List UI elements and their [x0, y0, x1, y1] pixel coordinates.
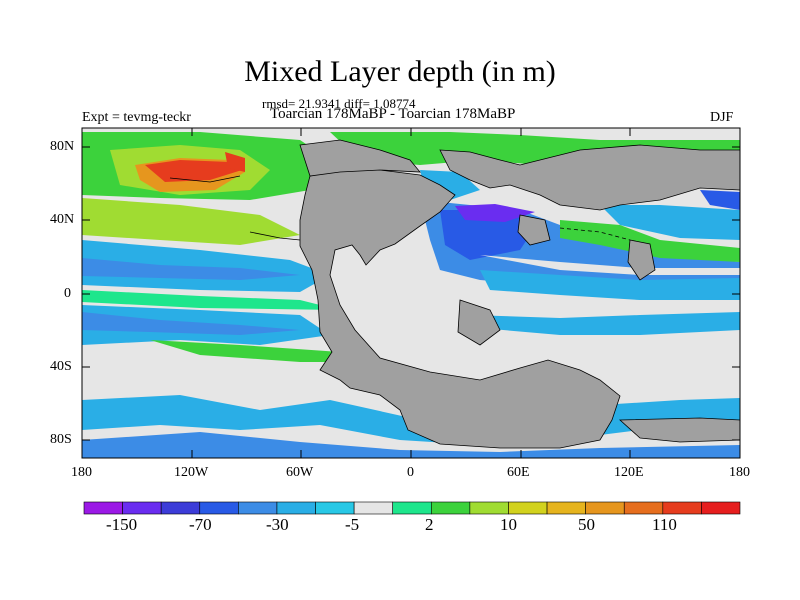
lon-tick-60w: 60W — [286, 465, 314, 480]
colorbar-label: 2 — [425, 515, 434, 534]
lon-tick-60e: 60E — [507, 465, 530, 480]
colorbar — [83, 501, 741, 515]
antarctic-land — [618, 417, 740, 443]
colorbar-label: 50 — [578, 515, 595, 534]
colorbar-swatch — [160, 501, 201, 515]
lat-tick-0: 0 — [64, 286, 71, 301]
colorbar-label: -30 — [266, 515, 289, 534]
north-america-land — [299, 139, 421, 177]
south-green-band — [150, 340, 380, 362]
colorbar-swatch — [392, 501, 432, 515]
experiment-label: Expt = tevmg-teckr — [82, 110, 191, 125]
tethys-purple — [455, 204, 535, 222]
north-pacific-red-2 — [225, 152, 245, 172]
lon-tick-120w: 120W — [174, 465, 209, 480]
lat-tick-80s: 80S — [50, 432, 72, 447]
tethys-deep-blue — [440, 210, 540, 260]
lon-tick-180w: 180 — [71, 465, 92, 480]
comparison-label: Toarcian 178MaBP - Toarcian 178MaBP — [270, 106, 516, 122]
colorbar-swatch — [353, 501, 394, 515]
tropical-blue-west — [82, 240, 330, 292]
south-tethys-blue — [470, 312, 740, 335]
south-pacific-deep-blue — [82, 312, 300, 335]
tropical-deep-west — [82, 258, 300, 280]
tethys-south-cyan — [480, 270, 740, 300]
colorbar-swatch — [508, 501, 548, 515]
cimmerian-island — [627, 239, 656, 281]
lat-tick-80n: 80N — [50, 139, 75, 154]
colorbar-swatch — [546, 501, 586, 515]
colorbar-label: -150 — [106, 515, 138, 534]
colorbar-swatch — [315, 501, 355, 515]
stats-line: rmsd= 21.9341 diff= 1.08774 — [262, 96, 416, 111]
colorbar-swatch — [662, 501, 702, 515]
tethys-gray-streak — [480, 255, 740, 275]
coastline-pacific-2 — [249, 231, 301, 241]
lon-tick-0: 0 — [407, 465, 414, 480]
colorbar-swatch — [623, 501, 664, 515]
tick-marks — [82, 128, 740, 458]
season-label: DJF — [710, 110, 734, 125]
tethys-island — [517, 214, 551, 246]
map-title: Mixed Layer depth (in m) — [244, 55, 556, 88]
lat-tick-40s: 40S — [50, 359, 72, 374]
colorbar-swatch — [701, 501, 741, 515]
colorbar-swatch — [469, 501, 509, 515]
southern-edge-band — [82, 432, 740, 458]
pangaea-land — [299, 169, 621, 449]
map-plot-area — [82, 128, 740, 458]
colorbar-label: -5 — [345, 515, 360, 534]
colorbar-swatch — [122, 501, 162, 515]
north-pacific-red — [145, 160, 242, 182]
colorbar-label: 110 — [652, 515, 677, 534]
colorbar-label: 10 — [500, 515, 517, 534]
colorbar-swatch — [238, 501, 278, 515]
north-pacific-yellowgreen — [82, 198, 300, 245]
laurasia-land — [439, 144, 740, 211]
colorbar-swatch — [430, 501, 471, 515]
colorbar-label: -70 — [189, 515, 212, 534]
colorbar-swatch — [199, 501, 239, 515]
coastline-pacific-1 — [169, 175, 241, 183]
equatorial-green — [82, 290, 340, 310]
madagascar-land — [457, 299, 501, 346]
east-edge-blue — [700, 190, 740, 210]
colorbar-swatch — [585, 501, 625, 515]
lon-tick-120e: 120E — [614, 465, 644, 480]
lat-tick-40n: 40N — [50, 212, 75, 227]
lon-tick-180e: 180 — [729, 465, 750, 480]
colorbar-swatch — [83, 501, 123, 515]
colorbar-swatch — [276, 501, 316, 515]
tethys-green-north — [560, 220, 740, 262]
tethys-cyan-north — [600, 205, 740, 240]
